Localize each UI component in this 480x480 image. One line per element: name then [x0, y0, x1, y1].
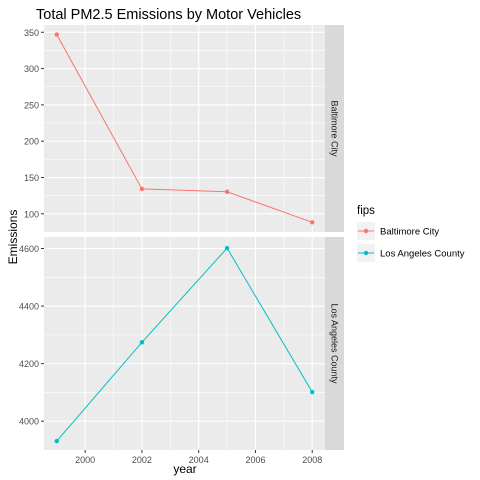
legend-title: fips [357, 205, 375, 217]
y-tick-label: 300 [24, 64, 39, 74]
y-tick-label: 200 [24, 137, 39, 147]
data-point [310, 220, 315, 225]
data-point [139, 186, 145, 192]
x-tick-label: 2006 [245, 455, 265, 465]
x-tick-label: 2004 [189, 455, 209, 465]
data-point [224, 189, 230, 194]
facet-strip-label: Baltimore City [330, 100, 340, 157]
y-tick-label: 4200 [19, 359, 39, 369]
data-point [310, 389, 315, 395]
panel-background [44, 237, 325, 450]
facet-strip [325, 237, 344, 450]
series-line [56, 247, 313, 442]
panel-background [44, 25, 325, 232]
y-tick-label: 150 [24, 173, 39, 183]
x-tick-label: 2008 [302, 455, 322, 465]
legend: fips Baltimore City Los Angeles County [357, 205, 465, 262]
facet-strip-label: Los Angeles County [330, 303, 340, 384]
y-tick-label: 4400 [19, 302, 39, 312]
y-tick-label: 4600 [19, 244, 39, 254]
facet-panel: 100 150 200 250 300 350 Baltimore City [24, 25, 344, 232]
facet-panel: 4000 4200 4400 4600 Los Angeles County [19, 237, 344, 450]
x-tick-label: 2002 [132, 455, 152, 465]
legend-label: Baltimore City [380, 227, 439, 238]
facet-strip [325, 25, 344, 232]
data-point [54, 438, 59, 444]
legend-items: Baltimore City Los Angeles County [357, 222, 465, 262]
x-tick-label: 2000 [75, 455, 95, 465]
y-axis-label: Emissions [6, 210, 20, 265]
y-tick-label: 100 [24, 209, 39, 219]
y-tick-label: 250 [24, 100, 39, 110]
y-tick-label: 4000 [19, 417, 39, 427]
legend-key-point [363, 228, 369, 234]
y-tick-label: 350 [24, 28, 39, 38]
x-axis-label: year [173, 462, 196, 476]
series-line [56, 34, 313, 223]
legend-key-point [363, 250, 369, 256]
legend-label: Los Angeles County [380, 249, 465, 260]
data-point [54, 32, 59, 37]
chart-title: Total PM2.5 Emissions by Motor Vehicles [36, 7, 301, 23]
data-point [139, 340, 145, 345]
data-point [224, 245, 230, 251]
facets: 100 150 200 250 300 350 Baltimore City 4000 4200… [19, 25, 344, 465]
